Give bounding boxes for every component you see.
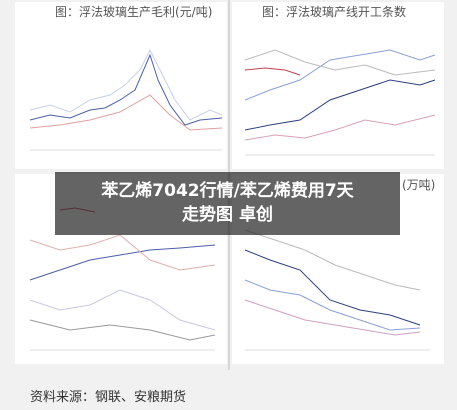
overlay-caption: 苯乙烯7042行情/苯乙烯费用7天 走势图 卓创	[55, 172, 400, 235]
source: 资料来源：钢联、安粮期货	[30, 390, 187, 405]
panel-title: 图：浮法玻璃生产毛利(元/吨)	[55, 5, 212, 19]
panel-title: 图：浮法玻璃产线开工条数	[262, 4, 406, 19]
panel	[15, 2, 227, 169]
panel-title: (万吨)	[402, 178, 435, 192]
decor-lines	[29, 48, 436, 351]
panel	[232, 2, 444, 169]
caption-line: 苯乙烯7042行情/苯乙烯费用7天	[101, 181, 354, 201]
caption-line: 走势图 卓创	[182, 205, 273, 225]
